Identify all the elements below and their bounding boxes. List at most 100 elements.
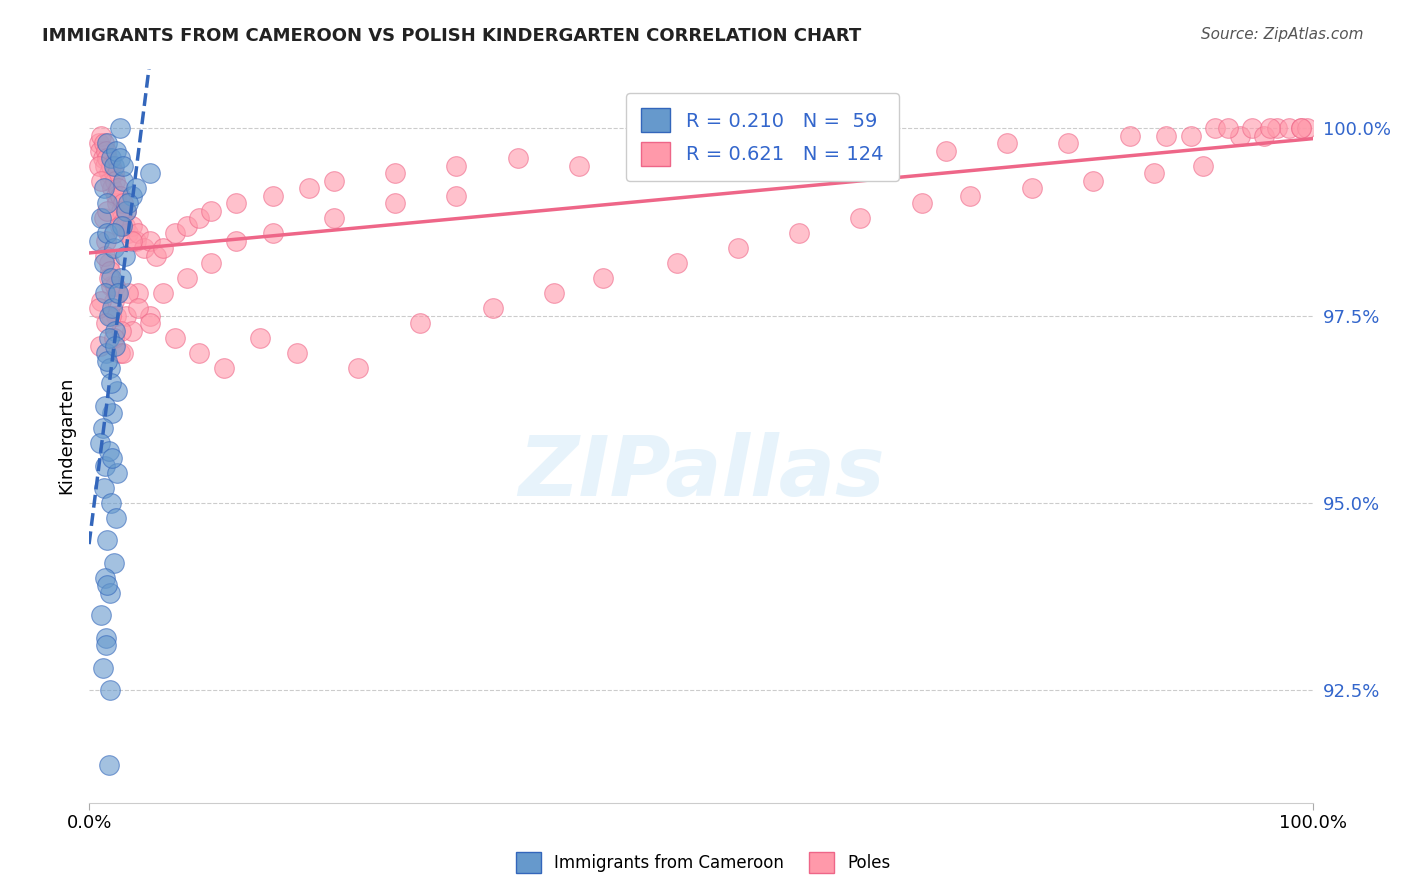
Point — [127, 286, 149, 301]
Point — [568, 159, 591, 173]
Point — [97, 309, 120, 323]
Point — [139, 309, 162, 323]
Point — [105, 286, 128, 301]
Point — [127, 227, 149, 241]
Point — [145, 249, 167, 263]
Point — [127, 301, 149, 316]
Point — [108, 189, 131, 203]
Point — [298, 181, 321, 195]
Point — [117, 227, 139, 241]
Point — [1057, 136, 1080, 151]
Point — [212, 361, 235, 376]
Text: ZIPallas: ZIPallas — [517, 432, 884, 513]
Point — [100, 376, 122, 391]
Point — [96, 353, 118, 368]
Point — [408, 316, 430, 330]
Point — [96, 136, 118, 151]
Point — [107, 286, 129, 301]
Point — [200, 203, 222, 218]
Point — [94, 458, 117, 473]
Point — [93, 481, 115, 495]
Point — [1156, 128, 1178, 143]
Point — [543, 286, 565, 301]
Point — [107, 181, 129, 195]
Point — [249, 331, 271, 345]
Point — [995, 136, 1018, 151]
Point — [482, 301, 505, 316]
Point — [94, 399, 117, 413]
Point — [111, 219, 134, 233]
Point — [188, 211, 211, 226]
Point — [384, 196, 406, 211]
Point — [112, 174, 135, 188]
Point — [1118, 128, 1140, 143]
Point — [110, 324, 132, 338]
Point — [100, 278, 122, 293]
Point — [108, 346, 131, 360]
Point — [114, 219, 136, 233]
Point — [97, 166, 120, 180]
Point — [121, 234, 143, 248]
Point — [96, 631, 118, 645]
Point — [98, 683, 121, 698]
Point — [110, 271, 132, 285]
Point — [114, 249, 136, 263]
Point — [110, 203, 132, 218]
Point — [89, 339, 111, 353]
Point — [104, 278, 127, 293]
Point — [121, 189, 143, 203]
Point — [96, 234, 118, 248]
Point — [105, 384, 128, 398]
Point — [108, 152, 131, 166]
Point — [94, 286, 117, 301]
Point — [98, 264, 121, 278]
Point — [1278, 121, 1301, 136]
Point — [101, 301, 124, 316]
Point — [105, 196, 128, 211]
Point — [96, 533, 118, 548]
Point — [96, 144, 118, 158]
Point — [87, 136, 110, 151]
Point — [97, 331, 120, 345]
Point — [101, 450, 124, 465]
Point — [104, 324, 127, 338]
Point — [114, 203, 136, 218]
Point — [93, 136, 115, 151]
Point — [112, 196, 135, 211]
Point — [1289, 121, 1312, 136]
Point — [93, 211, 115, 226]
Point — [91, 661, 114, 675]
Point — [1081, 174, 1104, 188]
Point — [87, 159, 110, 173]
Point — [121, 324, 143, 338]
Legend: R = 0.210   N =  59, R = 0.621   N = 124: R = 0.210 N = 59, R = 0.621 N = 124 — [626, 93, 898, 181]
Point — [1192, 159, 1215, 173]
Point — [112, 159, 135, 173]
Point — [103, 166, 125, 180]
Point — [139, 316, 162, 330]
Point — [105, 466, 128, 480]
Point — [105, 309, 128, 323]
Point — [384, 166, 406, 180]
Text: IMMIGRANTS FROM CAMEROON VS POLISH KINDERGARTEN CORRELATION CHART: IMMIGRANTS FROM CAMEROON VS POLISH KINDE… — [42, 27, 862, 45]
Point — [1204, 121, 1226, 136]
Point — [100, 496, 122, 510]
Point — [262, 227, 284, 241]
Point — [1241, 121, 1264, 136]
Point — [100, 271, 122, 285]
Point — [163, 227, 186, 241]
Point — [152, 241, 174, 255]
Point — [105, 511, 128, 525]
Point — [176, 271, 198, 285]
Point — [90, 211, 112, 226]
Point — [665, 256, 688, 270]
Point — [93, 181, 115, 195]
Point — [108, 121, 131, 136]
Point — [592, 271, 614, 285]
Point — [96, 578, 118, 592]
Point — [96, 152, 118, 166]
Point — [105, 189, 128, 203]
Point — [935, 144, 957, 158]
Point — [849, 211, 872, 226]
Point — [103, 331, 125, 345]
